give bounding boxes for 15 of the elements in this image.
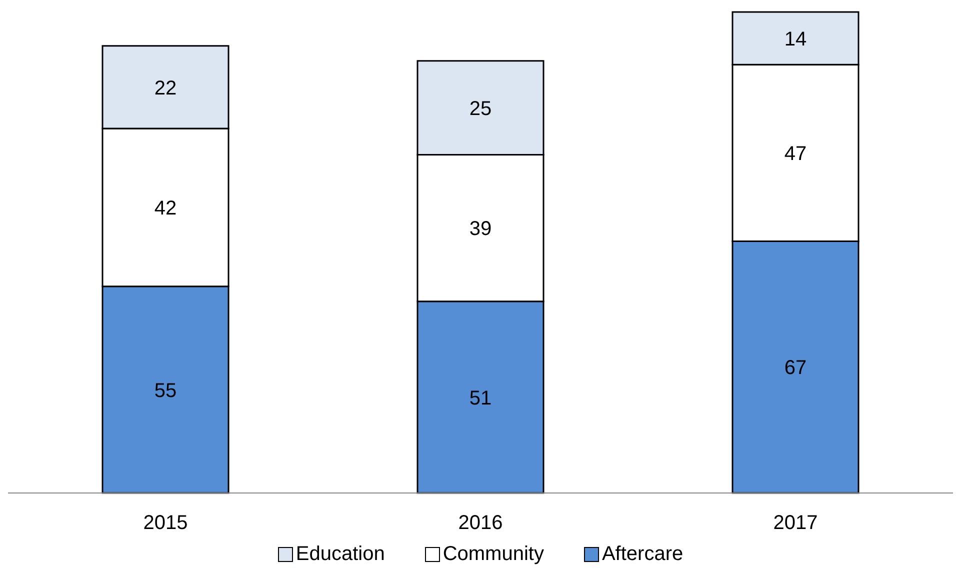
data-label: 14 (784, 28, 807, 50)
data-label: 55 (154, 380, 177, 402)
data-label: 42 (154, 198, 177, 220)
data-label: 51 (469, 387, 492, 410)
data-label: 47 (784, 143, 807, 166)
x-tick-label: 2015 (143, 512, 188, 534)
data-label: 67 (784, 357, 807, 380)
x-tick-label: 2016 (458, 512, 503, 534)
data-label: 22 (154, 77, 177, 100)
data-label: 25 (469, 98, 492, 120)
legend-label: Community (442, 543, 544, 566)
legend-label: Education (294, 543, 385, 566)
legend-label: Aftercare (600, 543, 684, 566)
x-tick-label: 2017 (773, 512, 818, 534)
data-label: 39 (469, 218, 492, 240)
